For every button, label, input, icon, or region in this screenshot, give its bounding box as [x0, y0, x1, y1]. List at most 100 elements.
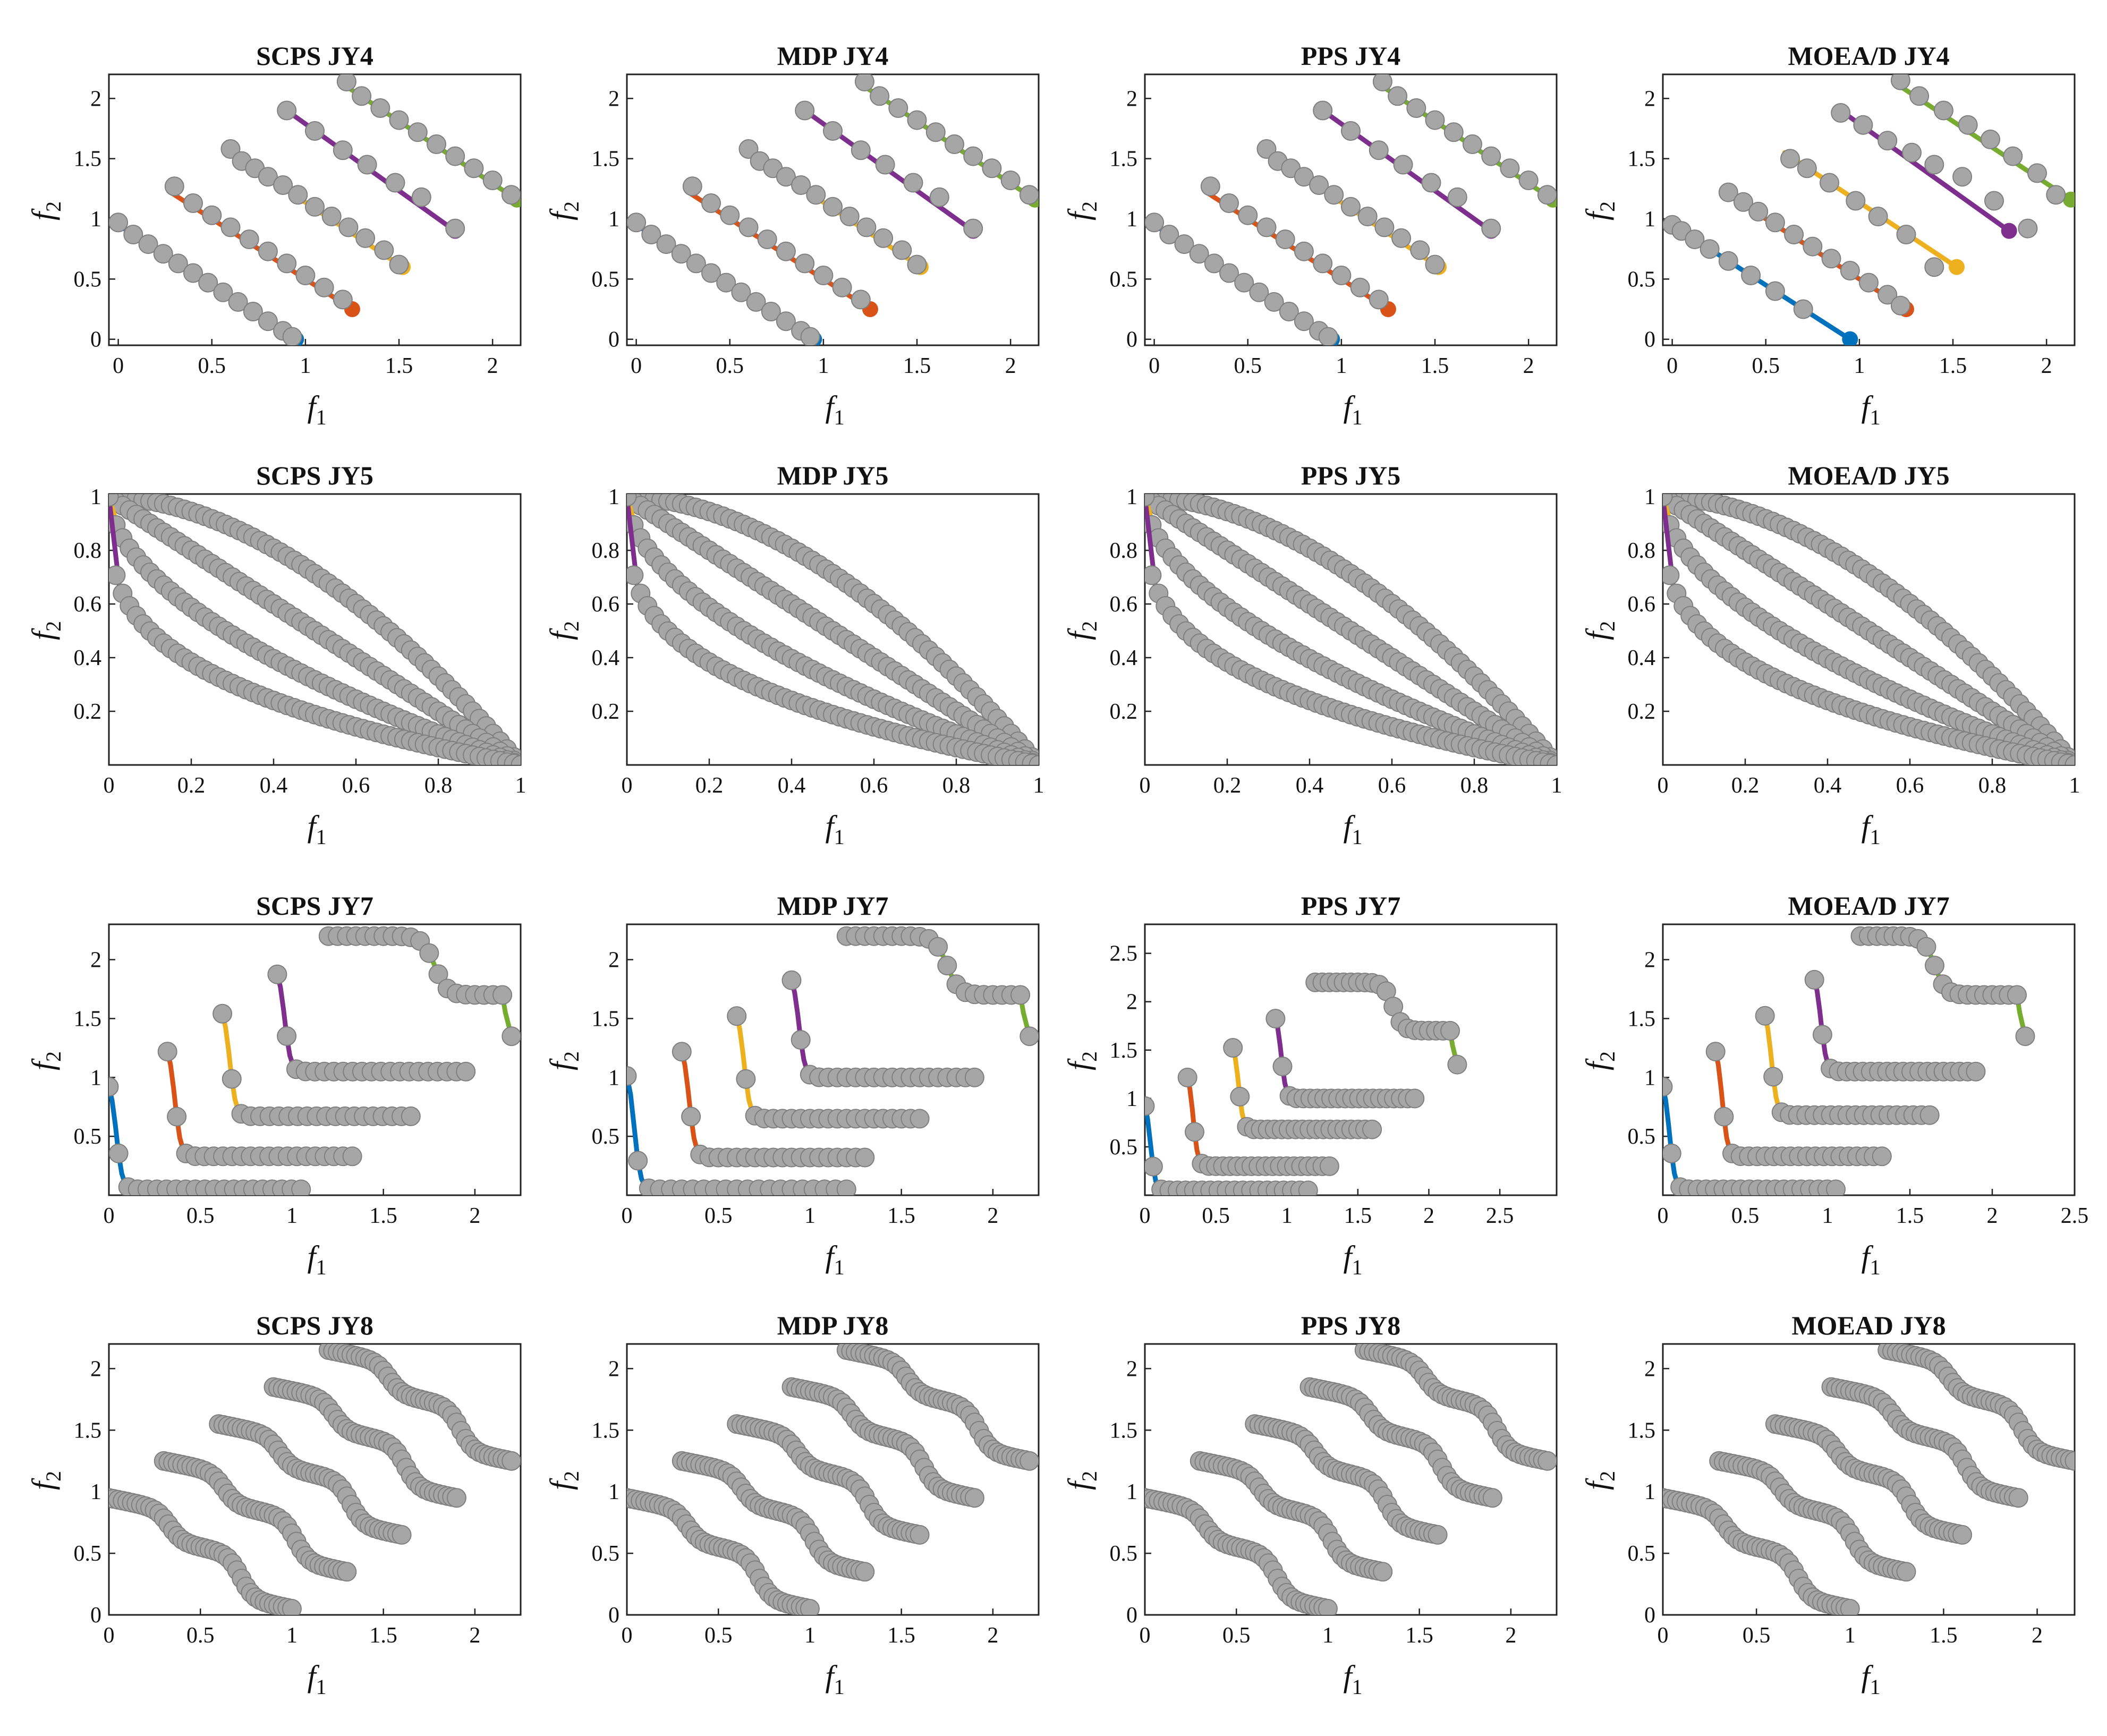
solution-point — [681, 1107, 701, 1127]
solution-point — [1718, 182, 1738, 202]
x-tick-label: 0 — [1658, 773, 1669, 798]
y-tick-label: 0.8 — [1110, 539, 1138, 563]
solution-point — [1797, 158, 1817, 178]
solution-point — [1831, 103, 1851, 123]
x-tick-label: 0.4 — [1296, 773, 1324, 798]
solution-point — [1984, 191, 2004, 211]
solution-point — [823, 197, 843, 217]
solution-point — [1780, 149, 1800, 169]
y-tick-label: 0.6 — [592, 592, 620, 617]
x-tick-label: 0 — [1140, 1623, 1151, 1648]
y-tick-label: 0 — [1644, 328, 1655, 352]
solution-point — [370, 98, 390, 118]
solution-point — [870, 86, 890, 106]
subplot-title: MDP JY7 — [777, 891, 889, 921]
solution-point — [1350, 277, 1370, 297]
x-tick-label: 0.5 — [1743, 1623, 1771, 1648]
solution-point — [856, 217, 877, 237]
y-tick-label: 2 — [1644, 1357, 1655, 1381]
solution-point — [1868, 207, 1888, 226]
solution-point — [1341, 197, 1361, 217]
solution-point — [1820, 173, 1839, 193]
solution-point — [291, 1179, 311, 1195]
x-tick-label: 1 — [1854, 354, 1865, 378]
solution-point — [1369, 140, 1389, 160]
y-tick-label: 2 — [1644, 87, 1655, 111]
y-tick-label: 1.5 — [74, 147, 102, 172]
x-tick-label: 0.5 — [1202, 1204, 1230, 1228]
x-tick-label: 1 — [1322, 1623, 1333, 1648]
x-tick-label: 1.5 — [1405, 1623, 1433, 1648]
solution-point — [806, 185, 826, 205]
solution-point — [875, 155, 895, 175]
y-tick-label: 1 — [1644, 1066, 1655, 1090]
y-tick-label: 1 — [90, 207, 101, 232]
solution-point — [738, 217, 759, 237]
solution-point — [1755, 1006, 1775, 1026]
solution-point — [628, 1151, 648, 1171]
x-tick-label: 1.5 — [1896, 1204, 1924, 1228]
x-tick-label: 1 — [286, 1623, 298, 1648]
y-tick-label: 1 — [1644, 485, 1655, 509]
solution-point — [800, 327, 820, 345]
solution-point — [1369, 290, 1389, 310]
subplot-7: MOEA/D JY5 0 0.2 0.4 0.6 0.8 1 0.2 0.4 0.6 0.8 1 f1 f… — [1579, 461, 2080, 849]
y-tick-label: 1 — [90, 485, 101, 509]
solution-point — [1966, 1061, 1986, 1082]
solution-point — [1909, 86, 1930, 106]
solution-point — [374, 240, 394, 260]
solution-point — [220, 217, 241, 237]
solution-point — [109, 565, 126, 585]
solution-point — [1718, 251, 1738, 271]
solution-point — [1440, 1020, 1460, 1041]
solution-point — [1872, 1146, 1892, 1167]
solution-point — [1663, 494, 1673, 507]
solution-point — [109, 1077, 119, 1097]
y-tick-label: 1.5 — [74, 1007, 102, 1031]
y-tick-label: 2 — [1126, 87, 1137, 111]
x-axis-label: f1 — [1344, 1239, 1363, 1279]
x-tick-label: 2 — [987, 1623, 998, 1648]
solution-point — [1763, 1067, 1783, 1087]
solution-point — [273, 175, 293, 195]
y-tick-label: 1.5 — [1110, 1418, 1138, 1443]
solution-point — [258, 311, 278, 331]
solution-point — [1406, 98, 1426, 118]
solution-point — [795, 100, 815, 121]
subplot-5: MDP JY5 0 0.2 0.4 0.6 0.8 1 0.2 0.4 0.6 0.8 1 f1 f2 — [543, 461, 1044, 849]
solution-point — [1826, 1179, 1846, 1195]
y-tick-label: 2 — [90, 87, 101, 111]
solution-point — [795, 253, 815, 274]
x-tick-label: 0.2 — [695, 773, 724, 798]
solution-point — [445, 218, 465, 239]
y-axis-label: f2 — [543, 621, 583, 640]
y-tick-label: 0.2 — [1110, 700, 1138, 724]
front-end-dot — [1842, 331, 1858, 345]
solution-point — [352, 86, 372, 106]
solution-point — [1410, 240, 1430, 260]
solution-point — [1952, 167, 1973, 187]
solution-point — [1279, 302, 1299, 321]
solution-point — [1919, 1105, 1940, 1125]
solution-point — [907, 110, 927, 130]
subplot-11: MOEA/D JY7 0 0.5 1 1.5 2 2.5 0.5 1 1.5 2 f1 f2 — [1579, 891, 2088, 1279]
solution-point — [1896, 1562, 1916, 1582]
solution-point — [1447, 187, 1467, 207]
solution-point — [1443, 122, 1464, 142]
solution-point — [1298, 1180, 1318, 1195]
y-axis-label: f2 — [1579, 1471, 1619, 1490]
solution-point — [1331, 266, 1352, 285]
solution-point — [277, 1026, 297, 1046]
solution-point — [1821, 249, 1841, 269]
y-tick-label: 1 — [608, 1066, 619, 1090]
y-tick-label: 1.5 — [1628, 1418, 1656, 1443]
x-tick-label: 0.6 — [860, 773, 888, 798]
solution-point — [183, 263, 203, 283]
solution-point — [385, 173, 405, 193]
y-tick-label: 0.5 — [1628, 1542, 1656, 1566]
y-tick-label: 0 — [1126, 328, 1137, 352]
solution-point — [776, 167, 796, 187]
y-tick-label: 2 — [608, 948, 619, 973]
y-axis-label: f2 — [1579, 201, 1619, 220]
solution-point — [836, 1179, 856, 1195]
